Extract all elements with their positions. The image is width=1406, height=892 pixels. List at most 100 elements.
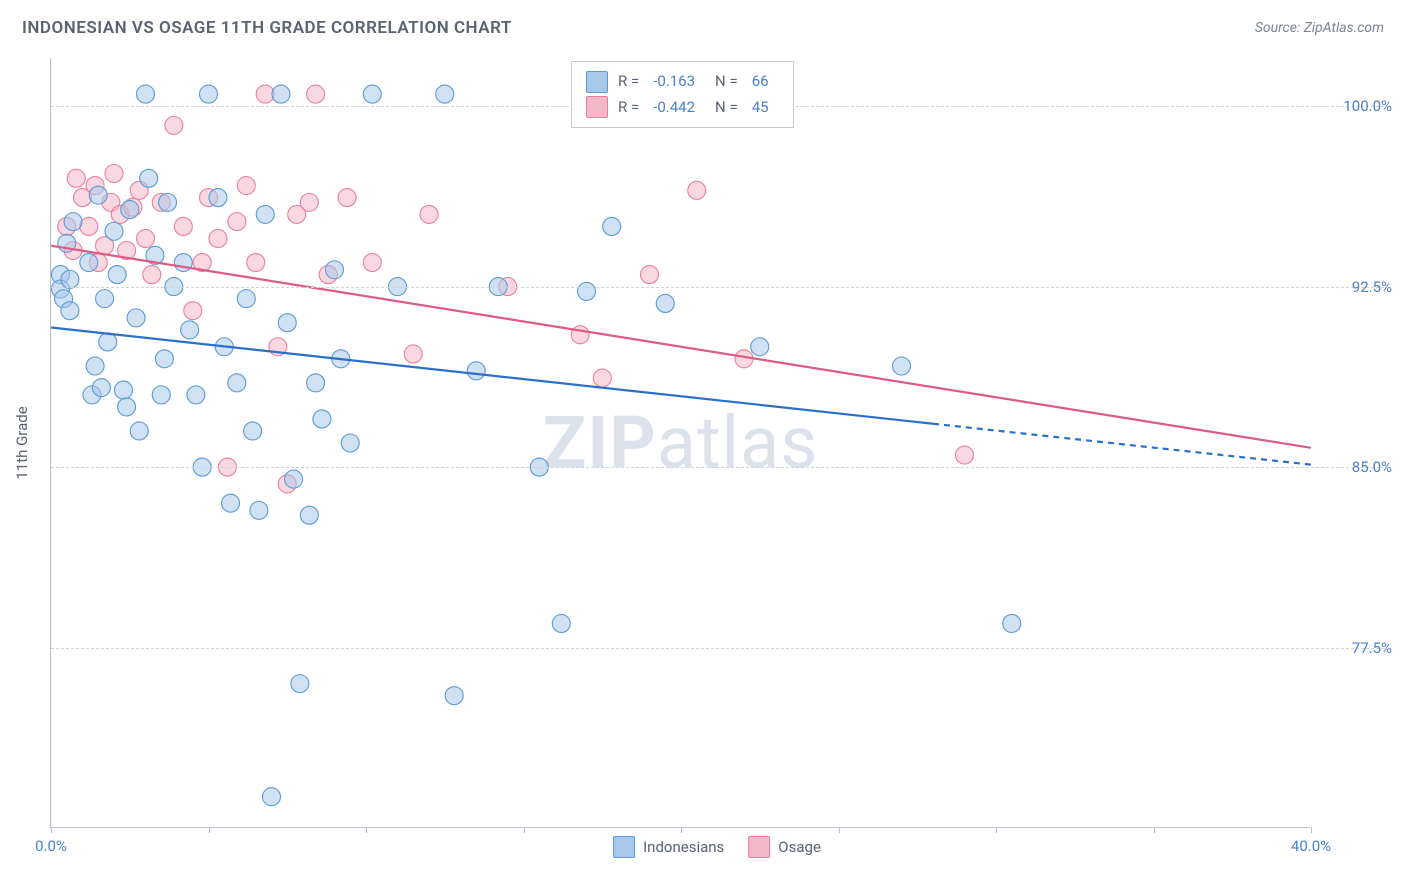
legend-swatch-icon (586, 71, 608, 93)
scatter-point (404, 345, 422, 363)
scatter-point (228, 213, 246, 231)
scatter-point (247, 254, 265, 272)
legend-correlation-row: R =-0.442N =45 (586, 95, 779, 121)
scatter-point (108, 266, 126, 284)
scatter-point (893, 357, 911, 375)
scatter-point (237, 290, 255, 308)
scatter-point (338, 189, 356, 207)
scatter-point (92, 379, 110, 397)
scatter-point (64, 213, 82, 231)
legend-r-label: R = (618, 69, 639, 95)
y-tick-label: 77.5% (1352, 639, 1392, 657)
legend-r-value: -0.442 (653, 95, 695, 121)
legend-n-label: N = (715, 69, 738, 95)
legend-series-item: Indonesians (613, 836, 724, 858)
scatter-point (272, 85, 290, 103)
scatter-point (571, 326, 589, 344)
x-tick (996, 827, 997, 833)
x-tick (524, 827, 525, 833)
scatter-point (1003, 614, 1021, 632)
y-tick-label: 100.0% (1343, 97, 1392, 115)
scatter-point (159, 193, 177, 211)
legend-swatch-icon (748, 836, 770, 858)
scatter-point (67, 169, 85, 187)
legend-n-value: 45 (752, 95, 769, 121)
scatter-point (250, 501, 268, 519)
scatter-point (307, 374, 325, 392)
scatter-point (278, 314, 296, 332)
scatter-point (445, 687, 463, 705)
scatter-point (326, 261, 344, 279)
scatter-point (80, 254, 98, 272)
gridline-h (51, 287, 1384, 288)
x-tick (1311, 827, 1312, 833)
scatter-point (155, 350, 173, 368)
scatter-point (656, 294, 674, 312)
scatter-point (244, 422, 262, 440)
gridline-h (51, 467, 1384, 468)
scatter-point (165, 116, 183, 134)
scatter-point (174, 217, 192, 235)
scatter-point (96, 290, 114, 308)
scatter-point (641, 266, 659, 284)
legend-swatch-icon (586, 96, 608, 118)
scatter-point (118, 398, 136, 416)
scatter-point (593, 369, 611, 387)
scatter-point (436, 85, 454, 103)
legend-series-item: Osage (748, 836, 821, 858)
scatter-point (307, 85, 325, 103)
scatter-point (184, 302, 202, 320)
header: INDONESIAN VS OSAGE 11TH GRADE CORRELATI… (22, 18, 1384, 38)
x-tick-label: 0.0% (35, 837, 67, 855)
legend-n-value: 66 (752, 69, 769, 95)
scatter-point (420, 205, 438, 223)
scatter-point (89, 186, 107, 204)
scatter-point (300, 193, 318, 211)
source-prefix: Source: (1255, 20, 1304, 36)
scatter-point (341, 434, 359, 452)
y-axis-title: 11th Grade (13, 406, 31, 479)
scatter-point (300, 506, 318, 524)
scatter-point (121, 201, 139, 219)
scatter-point (313, 410, 331, 428)
scatter-point (467, 362, 485, 380)
scatter-point (256, 205, 274, 223)
scatter-point (285, 470, 303, 488)
y-tick-label: 85.0% (1352, 458, 1392, 476)
scatter-point (209, 229, 227, 247)
scatter-point (130, 422, 148, 440)
x-tick (51, 827, 52, 833)
y-tick-label: 92.5% (1352, 278, 1392, 296)
x-tick (681, 827, 682, 833)
legend-series-label: Indonesians (643, 838, 724, 856)
scatter-point (61, 302, 79, 320)
scatter-point (956, 446, 974, 464)
scatter-point (140, 169, 158, 187)
scatter-point (86, 357, 104, 375)
plot-area: 11th Grade ZIPatlas 77.5%85.0%92.5%100.0… (50, 58, 1384, 828)
scatter-point (200, 85, 218, 103)
scatter-point (237, 177, 255, 195)
gridline-h (51, 648, 1384, 649)
scatter-point (291, 675, 309, 693)
x-tick (209, 827, 210, 833)
chart-svg (51, 58, 1311, 828)
trend-line-dashed (933, 424, 1311, 465)
trend-line (51, 246, 1311, 448)
scatter-point (143, 266, 161, 284)
scatter-point (181, 321, 199, 339)
legend-swatch-icon (613, 836, 635, 858)
scatter-point (137, 229, 155, 247)
source-attribution: Source: ZipAtlas.com (1255, 20, 1384, 36)
scatter-point (363, 254, 381, 272)
legend-n-label: N = (715, 95, 738, 121)
legend-r-value: -0.163 (653, 69, 695, 95)
scatter-point (127, 309, 145, 327)
legend-series-label: Osage (778, 838, 821, 856)
chart-title: INDONESIAN VS OSAGE 11TH GRADE CORRELATI… (22, 18, 512, 38)
legend-correlation: R =-0.163N =66R =-0.442N =45 (571, 61, 794, 128)
scatter-point (80, 217, 98, 235)
source-name: ZipAtlas.com (1304, 20, 1384, 36)
scatter-point (114, 381, 132, 399)
scatter-point (228, 374, 246, 392)
